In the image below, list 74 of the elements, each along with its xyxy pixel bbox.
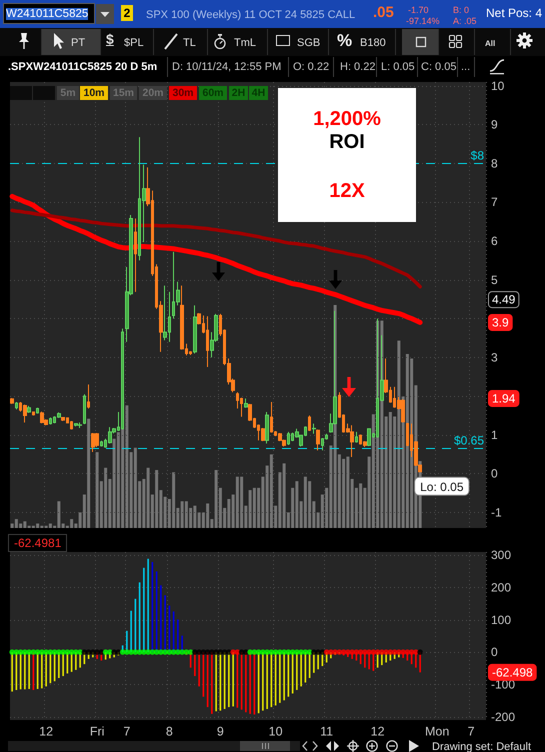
x-tick-label: 12 — [39, 724, 54, 738]
annotation: 60m — [202, 86, 224, 100]
timeframe-button: 4H — [249, 86, 268, 100]
y-tick-label: 7 — [491, 195, 498, 210]
text: Drawing set: Default — [432, 741, 532, 752]
annotation: 10m — [83, 86, 104, 100]
text: Net Pos: 4 — [486, 6, 542, 20]
y-tick-label: 6 — [491, 234, 498, 248]
text: $ — [106, 31, 114, 47]
text: SPX 100 (Weeklys) 11 OCT 24 5825 CALL — [146, 9, 356, 21]
text: -1.70 — [408, 5, 429, 15]
annotation: Lo: 0.05 — [420, 480, 464, 494]
value-box: -62.4981 — [8, 534, 68, 552]
annotation: 4.49 — [492, 292, 516, 307]
text: .05 — [373, 4, 394, 21]
y-tick-label: 9 — [491, 118, 498, 132]
y-tick-label: 0 — [491, 466, 498, 481]
text: TmL — [234, 37, 256, 49]
text: ... — [461, 61, 470, 73]
ref-line-label: $8 — [470, 148, 484, 162]
number-badge: 2 — [121, 5, 133, 21]
ref-line-label: $0.65 — [454, 433, 484, 448]
x-tick-label: 7 — [468, 724, 475, 738]
y-tick-label: 5 — [491, 272, 498, 287]
y-tick-label: 300 — [491, 548, 512, 562]
text: A: .05 — [453, 16, 477, 26]
annotation: 1,200% — [313, 108, 381, 130]
timeframe-button: 30m — [169, 86, 197, 100]
text: O: 0.22 — [293, 61, 330, 73]
x-tick-label: 11 — [320, 724, 334, 738]
timeframe-button: 10m — [80, 86, 108, 100]
text: .SPXW241011C5825 20 D 5m — [8, 61, 158, 73]
x-tick-label: 10 — [268, 724, 283, 738]
x-tick-label: Fri — [90, 724, 104, 738]
annotation: 4H — [252, 86, 266, 100]
y-tick-label: -100 — [491, 677, 516, 692]
y-tick-label: 0 — [491, 645, 498, 660]
text: TL — [183, 37, 196, 49]
text: SGB — [297, 37, 320, 49]
text: B: 0 — [453, 5, 470, 15]
text-box: 1,200% ROI 12X — [278, 88, 416, 222]
y-tick-label: 100 — [491, 612, 512, 627]
x-tick-label: 9 — [216, 724, 224, 738]
text: C: 0.05 — [421, 61, 456, 73]
text: B180 — [360, 37, 386, 49]
text: L: 0.05 — [381, 61, 415, 73]
text: All — [485, 39, 496, 48]
text: D: 10/11/24, 12:55 PM — [172, 61, 282, 73]
annotation: 3.9 — [492, 315, 510, 330]
annotation: 30m — [172, 86, 194, 100]
y-tick-label: -1 — [491, 505, 502, 520]
y-tick-label: 8 — [491, 156, 498, 170]
x-tick-label: 7 — [123, 724, 130, 738]
timeframe-button: 2H — [229, 86, 248, 100]
text: H: 0.22 — [340, 61, 376, 73]
text: W241011C5825 — [6, 8, 88, 20]
timeframe-button: 60m — [199, 86, 227, 100]
y-tick-label: 1 — [491, 428, 498, 442]
text: % — [337, 31, 352, 50]
y-tick-label: -200 — [491, 710, 516, 724]
x-tick-label: 8 — [166, 724, 173, 738]
annotation: ROI — [329, 131, 365, 153]
text: $PL — [124, 37, 144, 49]
text: PT — [71, 37, 86, 49]
y-tick-label: 10 — [491, 78, 505, 93]
annotation: 12X — [329, 180, 365, 202]
y-tick-label: 200 — [491, 580, 512, 595]
x-tick-label: Mon — [424, 724, 450, 738]
text: -62.498 — [492, 665, 534, 680]
text: -97.14% — [406, 16, 440, 26]
annotation: 1.94 — [492, 391, 516, 406]
x-tick-label: 12 — [370, 724, 385, 738]
y-tick-label: 3 — [491, 350, 498, 364]
annotation: 2H — [232, 86, 246, 100]
